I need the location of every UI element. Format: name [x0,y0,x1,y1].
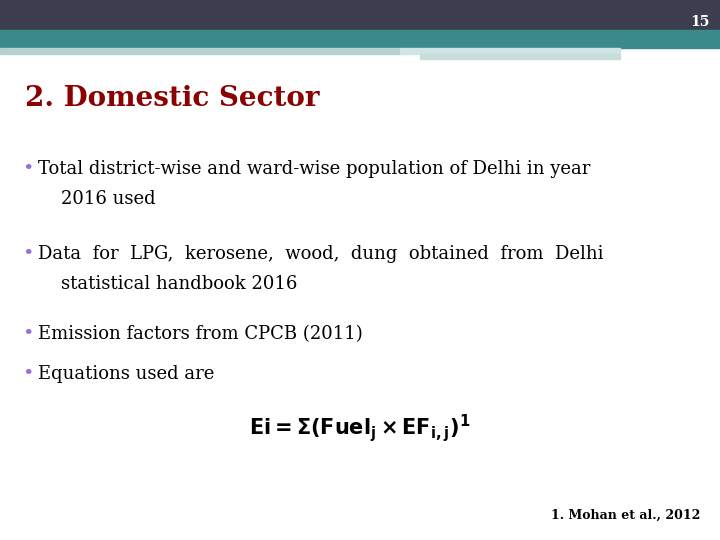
Bar [0,48,400,54]
Bar [0,30,720,48]
Text: 1. Mohan et al., 2012: 1. Mohan et al., 2012 [551,509,700,522]
Text: statistical handbook 2016: statistical handbook 2016 [38,275,297,293]
Text: 2. Domestic Sector: 2. Domestic Sector [25,85,320,112]
Text: Total district-wise and ward-wise population of Delhi in year: Total district-wise and ward-wise popula… [38,160,590,178]
Bar [0,0,720,30]
Text: Equations used are: Equations used are [38,365,215,383]
Text: •: • [22,365,33,383]
Text: Data  for  LPG,  kerosene,  wood,  dung  obtained  from  Delhi: Data for LPG, kerosene, wood, dung obtai… [38,245,603,263]
Text: 15: 15 [690,15,710,29]
Text: $\mathbf{Ei = \Sigma(Fuel_j \times EF_{i,j})^1}$: $\mathbf{Ei = \Sigma(Fuel_j \times EF_{i… [249,412,471,444]
Text: Emission factors from CPCB (2011): Emission factors from CPCB (2011) [38,325,363,343]
Text: •: • [22,160,33,178]
Text: •: • [22,325,33,343]
Text: •: • [22,245,33,263]
Bar [400,48,620,54]
Text: 2016 used: 2016 used [38,190,156,208]
Bar [420,54,620,59]
